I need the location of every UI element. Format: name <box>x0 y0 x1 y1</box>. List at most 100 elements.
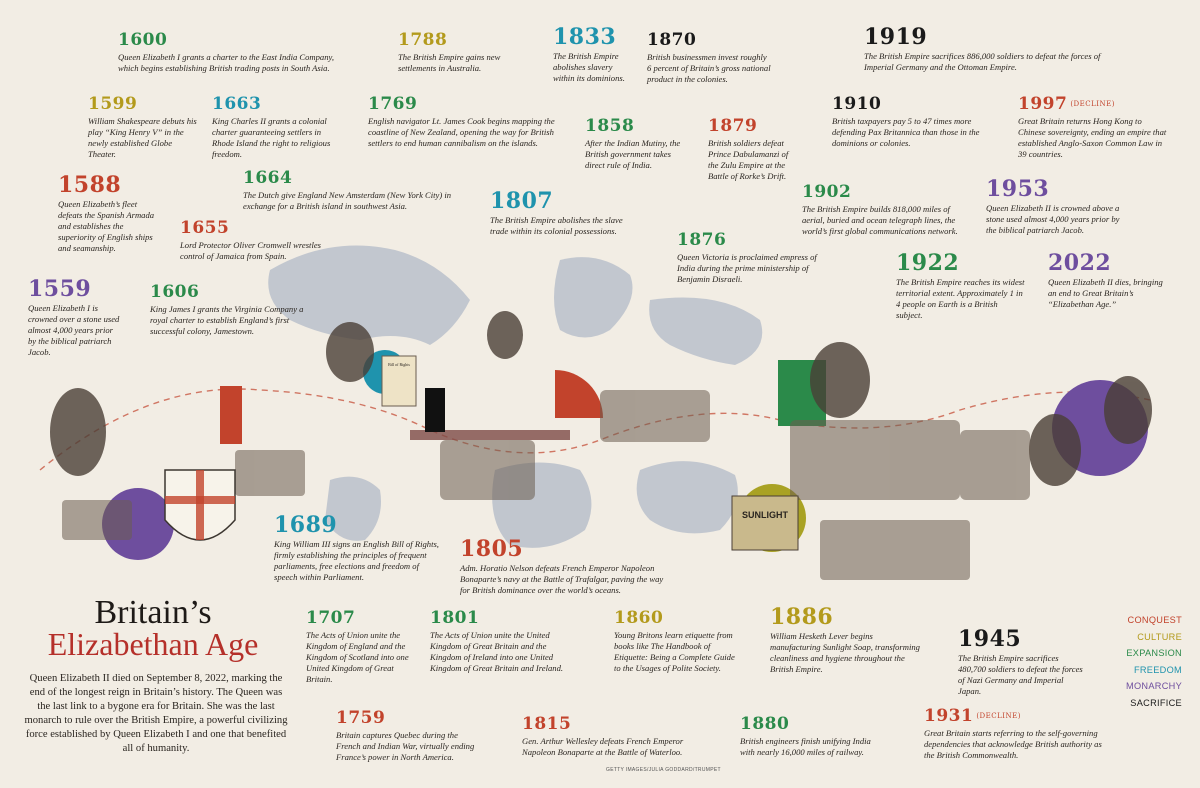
event-2022: 2022 Queen Elizabeth II dies, bringing an… <box>1048 252 1163 310</box>
event-text: British businessmen invest roughly 6 per… <box>647 52 771 84</box>
event-1858: 1858 After the Indian Mutiny, the British… <box>585 118 685 171</box>
event-1801: 1801 The Acts of Union unite the United K… <box>430 610 580 674</box>
event-year: 1833 <box>553 24 617 50</box>
event-1655: 1655 Lord Protector Oliver Cromwell wrest… <box>180 220 335 262</box>
event-text: The Acts of Union unite the United Kingd… <box>430 630 564 673</box>
event-year: 1655 <box>180 218 230 238</box>
timeline-path <box>39 388 1151 471</box>
event-1559: 1559 Queen Elizabeth I is crowned over a … <box>28 278 123 358</box>
event-year: 1759 <box>336 708 386 728</box>
event-1879: 1879 British soldiers defeat Prince Dabul… <box>708 118 800 182</box>
event-text: William Shakespeare debuts his play “Kin… <box>88 116 197 159</box>
event-1759: 1759 Britain captures Quebec during the F… <box>336 710 476 763</box>
event-text: British taxpayers pay 5 to 47 times more… <box>832 116 980 148</box>
event-year: 1886 <box>770 604 834 630</box>
event-year: 1879 <box>708 116 758 136</box>
intro-text: Queen Elizabeth II died on September 8, … <box>24 673 288 754</box>
sunlight-soap-box: SUNLIGHT <box>731 495 799 551</box>
event-text: After the Indian Mutiny, the British gov… <box>585 138 681 170</box>
page-title-line2: Elizabethan Age <box>47 626 259 662</box>
legend-expansion: EXPANSION <box>1126 648 1182 658</box>
event-text: The British Empire abolishes slavery wit… <box>553 51 625 83</box>
event-text: Young Britons learn etiquette from books… <box>614 630 735 673</box>
portrait-silhouettes <box>50 311 1152 486</box>
event-text: Great Britain returns Hong Kong to Chine… <box>1018 116 1167 159</box>
event-year: 1860 <box>614 608 664 628</box>
event-text: Queen Elizabeth I is crowned over a ston… <box>28 303 120 357</box>
event-1931: 1931 (DECLINE) Great Britain starts referr… <box>924 708 1102 761</box>
event-year: 1910 <box>832 94 882 114</box>
event-1606: 1606 King James I grants the Virginia Com… <box>150 284 310 337</box>
event-1886: 1886 William Hesketh Lever begins manufac… <box>770 606 920 675</box>
event-year: 1953 <box>986 176 1050 202</box>
legend-sacrifice: SACRIFICE <box>1130 697 1182 708</box>
event-text: The British Empire reaches its widest te… <box>896 277 1025 320</box>
event-text: King William III signs an English Bill o… <box>274 539 439 582</box>
sacrifice-block <box>425 388 445 432</box>
event-year: 1805 <box>460 536 524 562</box>
event-year: 1663 <box>212 94 262 114</box>
bill-of-rights-scroll: Bill of Rights <box>381 355 417 407</box>
event-text: The British Empire sacrifices 886,000 so… <box>864 51 1101 72</box>
event-text: British soldiers defeat Prince Dabulaman… <box>708 138 789 181</box>
decline-tag: (DECLINE) <box>976 712 1022 720</box>
event-year: 1922 <box>896 250 960 276</box>
category-legend: CONQUEST CULTURE EXPANSION FREEDOM MONAR… <box>1096 612 1182 711</box>
event-year: 1769 <box>368 94 418 114</box>
event-text: Queen Victoria is proclaimed empress of … <box>677 252 817 284</box>
event-year: 1902 <box>802 182 852 202</box>
event-year: 1880 <box>740 714 790 734</box>
event-1902: 1902 The British Empire builds 818,000 mi… <box>802 184 970 237</box>
legend-conquest: CONQUEST <box>1127 615 1182 625</box>
scroll-label: Bill of Rights <box>388 362 410 367</box>
event-1805: 1805 Adm. Horatio Nelson defeats French E… <box>460 538 670 596</box>
event-1707: 1707 The Acts of Union unite the Kingdom … <box>306 610 416 685</box>
coat-of-arms <box>164 469 236 541</box>
event-1815: 1815 Gen. Arthur Wellesley defeats French… <box>522 716 702 758</box>
page-title-line1: Britain’s <box>94 594 212 631</box>
photo-credit: GETTY IMAGES/JULIA GODDARD/TRUMPET <box>606 767 721 773</box>
event-1876: 1876 Queen Victoria is proclaimed empress… <box>677 232 819 285</box>
event-year: 1599 <box>88 94 138 114</box>
event-1997: 1997 (DECLINE) Great Britain returns Hong … <box>1018 96 1168 160</box>
event-text: King James I grants the Virginia Company… <box>150 304 304 336</box>
event-text: Adm. Horatio Nelson defeats French Emper… <box>460 563 664 595</box>
event-year: 1870 <box>647 30 697 50</box>
event-text: William Hesketh Lever begins manufacturi… <box>770 631 920 674</box>
event-text: Britain captures Quebec during the Frenc… <box>336 730 475 762</box>
event-year: 1919 <box>864 24 928 50</box>
event-1953: 1953 Queen Elizabeth II is crowned above … <box>986 178 1126 236</box>
collage-scenes <box>62 390 1030 580</box>
event-text: The British Empire gains new settlements… <box>398 52 501 73</box>
event-text: Queen Elizabeth II is crowned above a st… <box>986 203 1120 235</box>
conquest-semicircle <box>555 370 603 418</box>
event-text: The British Empire abolishes the slave t… <box>490 215 623 236</box>
event-year: 1931 (DECLINE) <box>924 706 1022 726</box>
soap-label: SUNLIGHT <box>742 510 789 520</box>
event-1663: 1663 King Charles II grants a colonial ch… <box>212 96 340 160</box>
event-1807: 1807 The British Empire abolishes the sla… <box>490 190 635 237</box>
event-year: 1815 <box>522 714 572 734</box>
event-year: 1876 <box>677 230 727 250</box>
event-1870: 1870 British businessmen invest roughly 6… <box>647 32 772 85</box>
event-year: 1606 <box>150 282 200 302</box>
event-1910: 1910 British taxpayers pay 5 to 47 times … <box>832 96 992 149</box>
event-text: The Dutch give England New Amsterdam (Ne… <box>243 190 452 211</box>
event-year: 1600 <box>118 30 168 50</box>
event-1599: 1599 William Shakespeare debuts his play … <box>88 96 198 160</box>
event-text: Gen. Arthur Wellesley defeats French Emp… <box>522 736 684 757</box>
event-1664: 1664 The Dutch give England New Amsterdam… <box>243 170 458 212</box>
event-1689: 1689 King William III signs an English Bi… <box>274 514 439 583</box>
event-text: The British Empire builds 818,000 miles … <box>802 204 958 236</box>
event-1880: 1880 British engineers finish unifying In… <box>740 716 885 758</box>
legend-monarchy: MONARCHY <box>1126 681 1182 691</box>
event-text: Queen Elizabeth’s fleet defeats the Span… <box>58 199 155 253</box>
event-text: Queen Elizabeth I grants a charter to th… <box>118 52 335 73</box>
event-1588: 1588 Queen Elizabeth’s fleet defeats the … <box>58 174 158 254</box>
event-text: Lord Protector Oliver Cromwell wrestles … <box>180 240 321 261</box>
event-1833: 1833 The British Empire abolishes slavery… <box>553 26 633 84</box>
event-year: 1559 <box>28 276 92 302</box>
legend-culture: CULTURE <box>1137 631 1182 642</box>
event-1600: 1600 Queen Elizabeth I grants a charter t… <box>118 32 350 74</box>
